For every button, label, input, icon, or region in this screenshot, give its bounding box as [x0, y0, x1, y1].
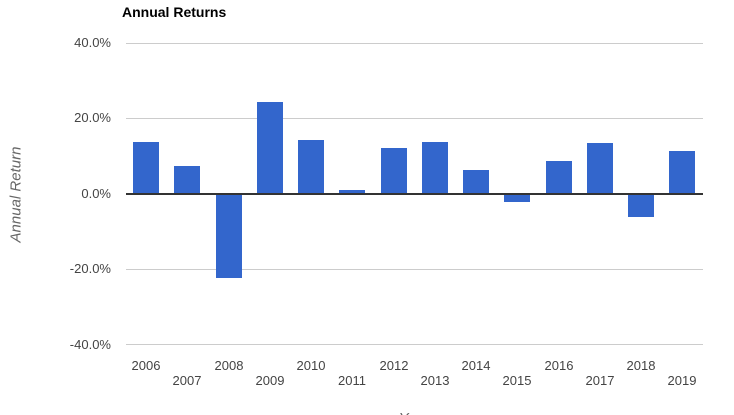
x-tick-label-2017: 2017 — [585, 373, 615, 388]
bar-2012[interactable] — [381, 148, 407, 193]
x-tick-label-2013: 2013 — [420, 373, 450, 388]
bar-2009[interactable] — [257, 102, 283, 193]
x-tick-label-2008: 2008 — [214, 358, 244, 373]
bar-2008[interactable] — [216, 194, 242, 278]
x-tick-label-2010: 2010 — [296, 358, 326, 373]
gridline-40.0% — [125, 43, 703, 44]
x-tick-label-2011: 2011 — [338, 373, 366, 388]
x-tick-label-2019: 2019 — [667, 373, 697, 388]
x-tick-label-2009: 2009 — [255, 373, 285, 388]
chart-title: Annual Returns — [122, 4, 227, 20]
gridline-20.0% — [125, 118, 703, 119]
x-tick-label-2014: 2014 — [461, 358, 491, 373]
gridline--40.0% — [125, 344, 703, 345]
x-tick-label-2018: 2018 — [626, 358, 656, 373]
x-axis-baseline — [125, 193, 703, 195]
y-tick-label: 0.0% — [81, 186, 111, 201]
x-tick-label-2007: 2007 — [172, 373, 202, 388]
bar-2013[interactable] — [422, 142, 448, 193]
y-axis-title: Annual Return — [7, 146, 25, 243]
x-axis-title: Year — [384, 410, 444, 415]
bar-2006[interactable] — [133, 142, 159, 193]
y-tick-label: -40.0% — [69, 337, 111, 352]
y-tick-label: 40.0% — [74, 35, 111, 50]
x-tick-label-2016: 2016 — [544, 358, 574, 373]
bar-2019[interactable] — [669, 151, 695, 193]
bar-2010[interactable] — [298, 140, 324, 193]
bar-2015[interactable] — [504, 194, 530, 202]
bar-2014[interactable] — [463, 170, 489, 193]
bar-2007[interactable] — [174, 166, 200, 193]
bar-2018[interactable] — [628, 194, 654, 217]
bar-2017[interactable] — [587, 143, 613, 193]
gridline--20.0% — [125, 269, 703, 270]
x-tick-label-2012: 2012 — [379, 358, 409, 373]
y-tick-label: 20.0% — [74, 110, 111, 125]
x-tick-label-2015: 2015 — [502, 373, 532, 388]
bar-2011[interactable] — [339, 190, 365, 193]
x-tick-label-2006: 2006 — [131, 358, 161, 373]
y-tick-label: -20.0% — [69, 261, 111, 276]
bar-2016[interactable] — [546, 161, 572, 193]
